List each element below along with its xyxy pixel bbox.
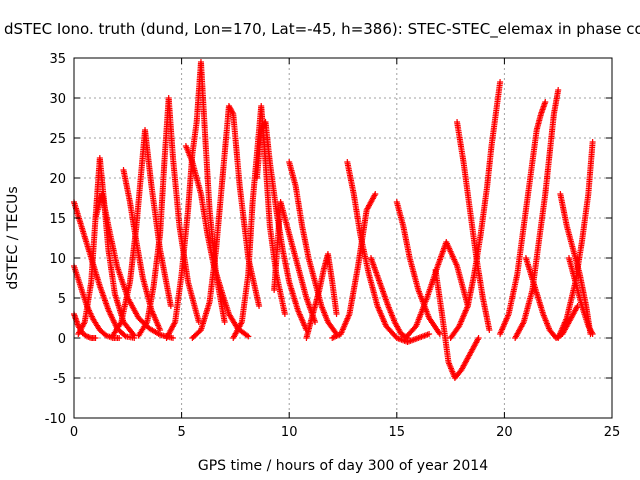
ticks-layer: 0 5 10 15 20 25 -10 -5 0 5 10 15 20 25 30 35 [45,52,621,440]
y-tick-label: 15 [49,212,66,227]
series-22 [447,79,504,341]
y-tick-label: -10 [45,412,66,427]
series-23 [454,119,493,333]
x-tick-label: 5 [177,425,185,440]
data-point [243,332,250,339]
y-tick-label: 25 [49,132,66,147]
x-tick-label: 10 [281,425,298,440]
data-point [221,319,228,325]
y-tick-label: 5 [58,292,66,307]
y-tick-label: 20 [49,172,66,187]
data-point [169,335,176,341]
series-6 [109,127,174,339]
plot-frame [73,57,613,419]
data-point [281,311,288,317]
data-point [245,333,252,340]
data-marks [71,59,596,381]
y-tick-label: -5 [53,372,66,387]
data-point [256,303,263,309]
data-point [229,109,236,116]
series-8 [163,59,228,341]
x-tick-label: 25 [604,425,621,440]
x-tick-label: 20 [496,425,513,440]
x-axis-label: GPS time / hours of day 300 of year 2014 [198,458,488,474]
y-tick-label: 30 [49,92,66,107]
data-point [116,335,123,341]
data-point [157,327,164,333]
x-tick-label: 0 [70,425,78,440]
y-tick-label: 0 [58,332,66,347]
chart-title: dSTEC Iono. truth (dund, Lon=170, Lat=-4… [4,20,640,38]
data-point [130,331,137,338]
x-tick-label: 15 [389,425,406,440]
grid-layer [74,58,612,418]
series-12 [253,119,310,333]
y-tick-label: 10 [49,252,66,267]
data-point [92,335,99,341]
y-tick-label: 35 [49,52,66,67]
y-axis-label: dSTEC / TECUs [5,186,21,289]
data-point [167,303,174,309]
